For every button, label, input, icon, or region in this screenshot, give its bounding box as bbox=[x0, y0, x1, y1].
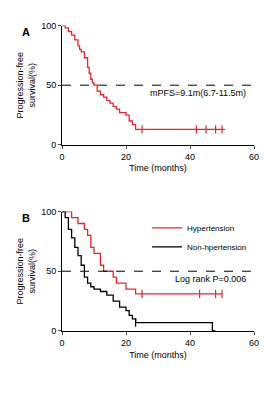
svg-text:Progression-freesurvival(%): Progression-freesurvival(%) bbox=[15, 52, 37, 119]
svg-text:0: 0 bbox=[59, 338, 64, 348]
svg-text:50: 50 bbox=[46, 266, 56, 276]
svg-text:0: 0 bbox=[59, 152, 64, 162]
svg-text:0: 0 bbox=[51, 326, 56, 336]
svg-text:60: 60 bbox=[249, 338, 259, 348]
svg-text:mPFS=9.1m(6.7-11.5m): mPFS=9.1m(6.7-11.5m) bbox=[150, 88, 246, 98]
svg-text:0: 0 bbox=[51, 140, 56, 150]
svg-text:A: A bbox=[22, 26, 30, 38]
svg-text:Progression-freesurvival(%): Progression-freesurvival(%) bbox=[15, 238, 37, 305]
svg-text:60: 60 bbox=[249, 152, 259, 162]
svg-text:40: 40 bbox=[185, 152, 195, 162]
svg-text:100: 100 bbox=[41, 207, 56, 217]
svg-text:40: 40 bbox=[185, 338, 195, 348]
svg-text:Log rank P=0.006: Log rank P=0.006 bbox=[175, 274, 246, 284]
svg-text:Time (months): Time (months) bbox=[129, 163, 187, 173]
svg-text:20: 20 bbox=[121, 152, 131, 162]
svg-text:50: 50 bbox=[46, 80, 56, 90]
svg-text:Non-hpertension: Non-hpertension bbox=[187, 243, 246, 252]
svg-text:B: B bbox=[22, 212, 30, 224]
svg-text:20: 20 bbox=[121, 338, 131, 348]
svg-text:Time (months): Time (months) bbox=[129, 350, 187, 360]
svg-text:Hypertension: Hypertension bbox=[187, 224, 234, 233]
svg-text:100: 100 bbox=[41, 21, 56, 31]
